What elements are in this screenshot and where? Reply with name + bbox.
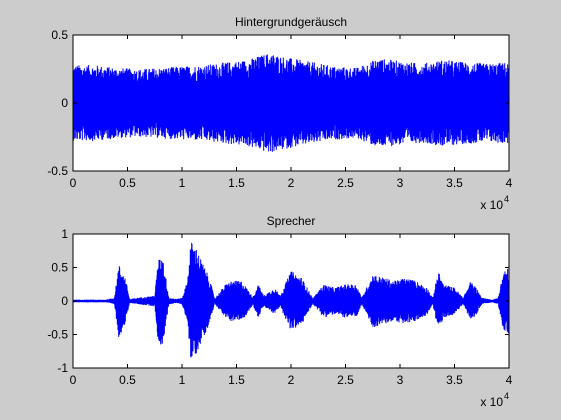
- y-tick-label: 0.5: [51, 28, 68, 42]
- x-tick-label: 3.5: [446, 373, 463, 387]
- x-tick-label: 3: [397, 373, 404, 387]
- y-tick-label: -0.5: [47, 328, 68, 342]
- y-tick-label: 0: [61, 96, 68, 110]
- y-tick-label: 1: [61, 227, 68, 241]
- x-multiplier: x 10: [480, 395, 503, 409]
- x-tick-label: 0: [70, 176, 77, 190]
- subplot-1: 0 0.5 1 1.5 2 2.5 3 3.5 4-0.500.5Hintergrundgerä…: [47, 15, 512, 212]
- y-tick-label: -0.5: [47, 164, 68, 178]
- x-multiplier: x 10: [480, 198, 503, 212]
- series-waveform: [73, 54, 509, 152]
- x-tick-label: 3.5: [446, 176, 463, 190]
- x-tick-label: 1: [179, 373, 186, 387]
- x-tick-label: 4: [506, 176, 513, 190]
- x-tick-label: 4: [506, 373, 513, 387]
- x-tick-label: 2.5: [337, 373, 354, 387]
- y-tick-label: 0.5: [51, 261, 68, 275]
- x-tick-label: 1.5: [228, 176, 245, 190]
- x-multiplier-exponent: 4: [504, 391, 509, 401]
- x-tick-label: 0.5: [119, 176, 136, 190]
- x-tick-label: 2: [288, 373, 295, 387]
- y-tick-label: -1: [57, 361, 68, 375]
- x-tick-label: 3: [397, 176, 404, 190]
- x-tick-label: 1.5: [228, 373, 245, 387]
- subplot-2: 0 0.5 1 1.5 2 2.5 3 3.5 4 -1 -0.5 0 0.5 1 Sprecher x 10…: [47, 214, 512, 409]
- x-tick-label: 1: [179, 176, 186, 190]
- chart-title: Sprecher: [267, 214, 316, 228]
- x-tick-label: 2.5: [337, 176, 354, 190]
- chart-title: Hintergrundgeräusch: [235, 15, 347, 29]
- series-waveform: [73, 242, 509, 358]
- x-tick-label: 0.5: [119, 373, 136, 387]
- y-tick-label: 0: [61, 294, 68, 308]
- x-tick-label: 0: [70, 373, 77, 387]
- x-tick-label: 2: [288, 176, 295, 190]
- x-multiplier-exponent: 4: [504, 194, 509, 204]
